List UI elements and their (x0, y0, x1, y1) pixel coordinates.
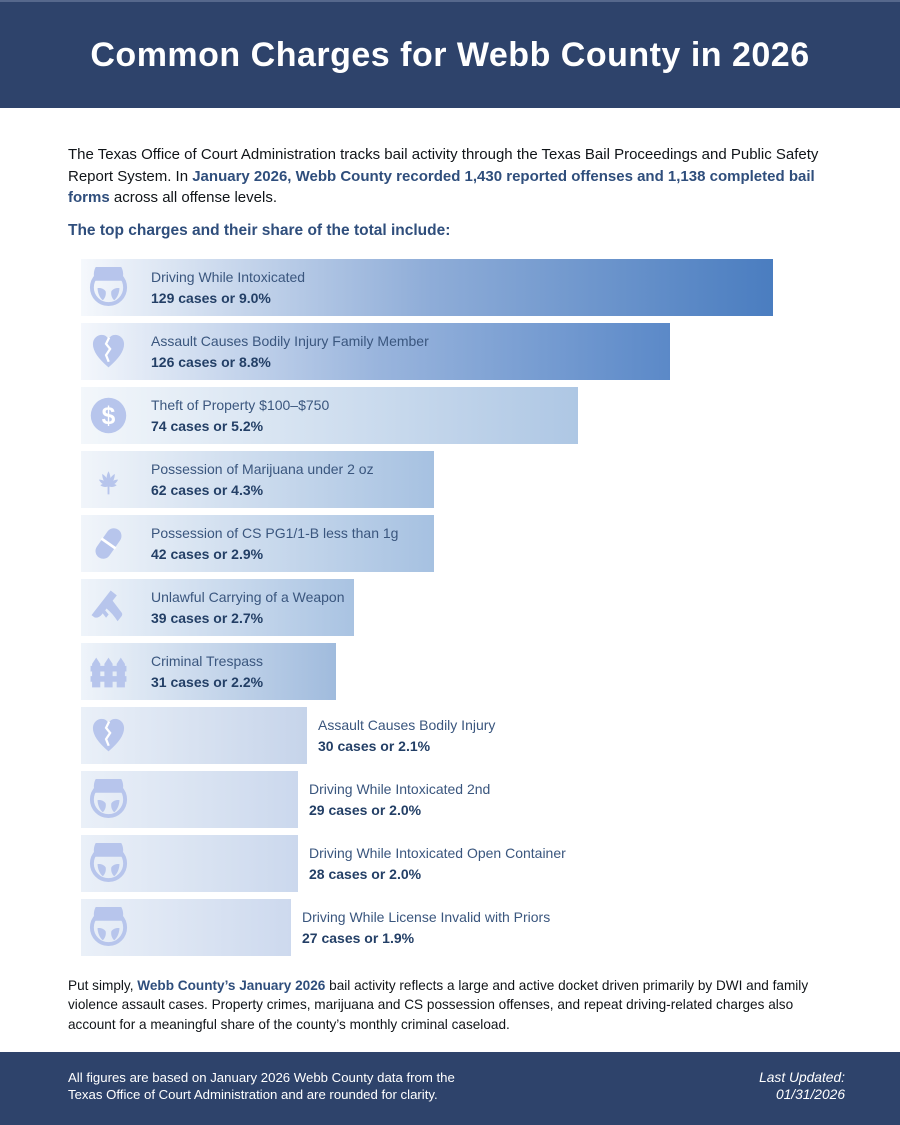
charge-label: Criminal Trespass (151, 652, 264, 669)
charge-label: Driving While Intoxicated (151, 268, 306, 285)
summary-text-end: bail activity reflects a large and activ… (68, 977, 809, 1032)
charge-value: 30 cases or 2.1% (318, 737, 431, 754)
marijuana-leaf-icon-wrap (88, 459, 129, 500)
charge-row: Driving While Intoxicated 129 cases or 9… (81, 258, 891, 316)
handgun-icon-wrap (88, 587, 129, 628)
intro-paragraph: The Texas Office of Court Administration… (68, 144, 834, 209)
charge-row: Assault Causes Bodily Injury 30 cases or… (81, 706, 891, 764)
charge-bar (81, 578, 354, 636)
charge-value: 42 cases or 2.9% (151, 545, 264, 562)
charge-value: 129 cases or 9.0% (151, 289, 271, 306)
broken-heart-icon-wrap (88, 331, 129, 372)
svg-text:$: $ (102, 403, 116, 430)
steering-wheel-icon-wrap (88, 842, 129, 884)
broken-heart-icon-wrap (88, 715, 129, 756)
dollar-circle-icon: $ (90, 397, 127, 433)
charge-value: 31 cases or 2.2% (151, 673, 264, 690)
dollar-circle-icon-wrap: $ (88, 395, 129, 436)
charge-value: 126 cases or 8.8% (151, 353, 271, 370)
charge-row: Driving While Intoxicated 2nd 29 cases o… (81, 770, 891, 828)
charge-label: Driving While Intoxicated 2nd (309, 780, 491, 797)
summary-highlight: Webb County’s January 2026 (137, 977, 326, 993)
chart-subheading: The top charges and their share of the t… (68, 221, 451, 239)
steering-wheel-icon-wrap (88, 906, 129, 948)
handgun-icon (91, 590, 123, 621)
intro-text: The Texas Office of Court Administration… (68, 146, 819, 185)
fence-icon-wrap (88, 651, 129, 692)
last-updated-date: 01/31/2026 (775, 1086, 845, 1102)
steering-wheel-icon (89, 906, 128, 946)
steering-wheel-icon (89, 842, 128, 882)
footer-source-line1: All figures are based on January 2026 We… (68, 1069, 455, 1085)
charge-label: Assault Causes Bodily Injury (318, 716, 496, 733)
charge-row: Possession of CS PG1/1-B less than 1g 42… (81, 514, 891, 572)
charge-value: 29 cases or 2.0% (309, 801, 422, 818)
summary-text: Put simply, (68, 977, 138, 993)
charge-bar (81, 258, 773, 316)
steering-wheel-icon (89, 266, 128, 306)
charge-row: Assault Causes Bodily Injury Family Memb… (81, 322, 891, 380)
charge-value: 74 cases or 5.2% (151, 417, 264, 434)
charge-label: Driving While License Invalid with Prior… (302, 908, 551, 925)
charge-value: 28 cases or 2.0% (309, 865, 422, 882)
pill-icon (95, 527, 122, 559)
charge-bar (81, 322, 670, 380)
charge-value: 27 cases or 1.9% (302, 929, 415, 946)
steering-wheel-icon (89, 778, 128, 818)
header-band: Common Charges for Webb County in 2026 (0, 0, 900, 108)
steering-wheel-icon-wrap (88, 266, 129, 308)
bar-chart: Driving While Intoxicated 129 cases or 9… (81, 258, 891, 956)
charge-bar (81, 514, 434, 572)
charge-row: Unlawful Carrying of a Weapon 39 cases o… (81, 578, 891, 636)
last-updated-label: Last Updated: (759, 1069, 845, 1085)
charge-value: 39 cases or 2.7% (151, 609, 264, 626)
charge-row: Driving While Intoxicated Open Container… (81, 834, 891, 892)
footer-source-line2: Texas Office of Court Administration and… (68, 1086, 438, 1102)
steering-wheel-icon-wrap (88, 778, 129, 820)
page-title: Common Charges for Webb County in 2026 (90, 35, 810, 74)
charge-label: Assault Causes Bodily Injury Family Memb… (151, 332, 429, 349)
charge-bar (81, 386, 578, 444)
footer-source-note: All figures are based on January 2026 We… (68, 1069, 455, 1103)
intro-text-end: across all offense levels. (109, 189, 277, 206)
charge-label: Driving While Intoxicated Open Container (309, 844, 566, 861)
charge-label: Possession of Marijuana under 2 oz (151, 460, 374, 477)
pill-icon-wrap (88, 523, 129, 564)
charge-row: Possession of Marijuana under 2 oz 62 ca… (81, 450, 891, 508)
fence-icon (90, 657, 127, 687)
charge-label: Theft of Property $100–$750 (151, 396, 330, 413)
marijuana-leaf-icon (98, 470, 119, 494)
broken-heart-icon (92, 718, 125, 751)
broken-heart-icon (92, 334, 125, 367)
intro-highlight: January 2026, Webb County recorded 1,430… (68, 167, 815, 207)
charge-label: Possession of CS PG1/1-B less than 1g (151, 524, 399, 541)
footer-last-updated: Last Updated: 01/31/2026 (759, 1069, 845, 1103)
charge-bar (81, 450, 434, 508)
charge-row: Criminal Trespass 31 cases or 2.2% (81, 642, 891, 700)
summary-paragraph: Put simply, Webb County’s January 2026 b… (68, 976, 838, 1035)
footer-band: All figures are based on January 2026 We… (0, 1052, 900, 1125)
charge-row: $ Theft of Property $100–$750 74 cases o… (81, 386, 891, 444)
charge-row: Driving While License Invalid with Prior… (81, 898, 891, 956)
charge-value: 62 cases or 4.3% (151, 481, 264, 498)
charge-label: Unlawful Carrying of a Weapon (151, 588, 345, 605)
